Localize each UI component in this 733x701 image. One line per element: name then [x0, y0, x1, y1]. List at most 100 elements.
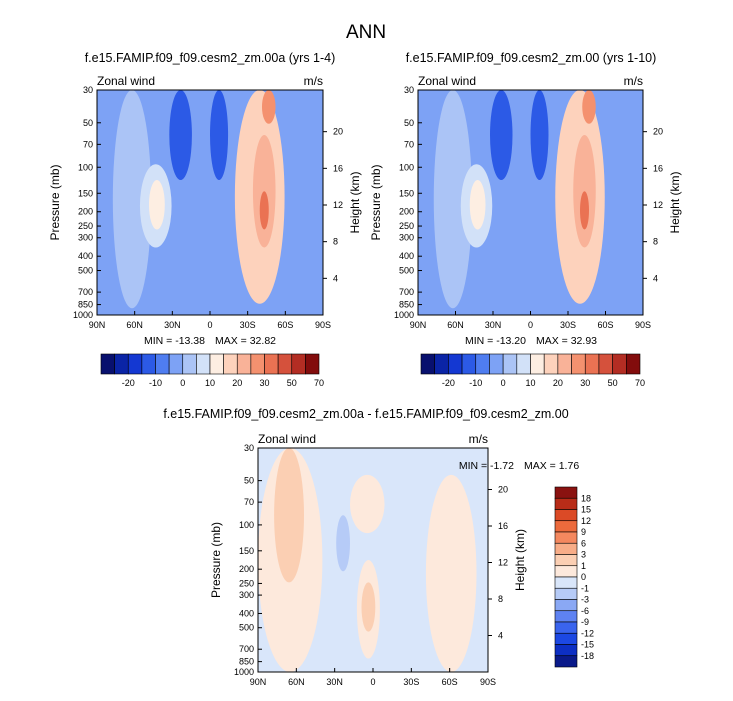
- y-tick-label: 1000: [73, 310, 93, 320]
- colorbar-swatch: [554, 531, 578, 544]
- colorbar-swatch: [530, 353, 545, 375]
- contour-field: [97, 90, 323, 315]
- colorbar-swatch: [584, 353, 600, 375]
- colorbar: -20 -10 0 10 20 30 50 70: [100, 353, 324, 388]
- colorbar-swatch: [571, 353, 586, 375]
- field-region-6: [361, 582, 376, 632]
- colorbar-label: -10: [469, 378, 482, 388]
- x-tick-label: 60N: [447, 320, 464, 330]
- chart-panel-1: f.e15.FAMIP.f09_f09.cesm2_zm.00a (yrs 1-…: [48, 51, 362, 388]
- colorbar-label: 20: [232, 378, 242, 388]
- colorbar-label: 20: [553, 378, 563, 388]
- y-tick-label: 300: [239, 590, 254, 600]
- y-tick-label: 700: [78, 287, 93, 297]
- field-region-6: [469, 180, 486, 230]
- colorbar-label: 18: [581, 493, 591, 503]
- colorbar-label: 30: [580, 378, 590, 388]
- x-tick-label: 0: [370, 677, 375, 687]
- y2-tick-label: 12: [333, 200, 343, 210]
- y-tick-label: 30: [244, 443, 254, 453]
- x-tick-label: 30S: [403, 677, 419, 687]
- y2-tick-label: 4: [333, 273, 338, 283]
- colorbar-swatch: [554, 542, 578, 555]
- main-title: ANN: [346, 22, 386, 43]
- x-tick-label: 30S: [240, 320, 256, 330]
- y-tick-label: 300: [78, 233, 93, 243]
- colorbar-label: 6: [581, 538, 586, 548]
- y-tick-label: 250: [78, 221, 93, 231]
- y-tick-label: 100: [239, 520, 254, 530]
- y-tick-label: 50: [244, 476, 254, 486]
- colorbar-label: -15: [581, 640, 594, 650]
- unit-label: m/s: [304, 74, 323, 88]
- field-region-10: [259, 191, 269, 230]
- y-tick-label: 50: [404, 118, 414, 128]
- x-tick-label: 60N: [126, 320, 143, 330]
- y-tick-label: 850: [239, 657, 254, 667]
- max-value: MAX = 32.82: [215, 335, 276, 347]
- chart-panel-3: f.e15.FAMIP.f09_f09.cesm2_zm.00a - f.e15…: [163, 407, 594, 687]
- x-tick-label: 60S: [597, 320, 613, 330]
- colorbar-swatch: [475, 353, 490, 375]
- max-value: MAX = 32.93: [536, 335, 597, 347]
- x-tick-label: 90N: [89, 320, 106, 330]
- field-region-2: [433, 90, 472, 309]
- y-axis-label: Pressure (mb): [369, 164, 383, 240]
- colorbar-swatch: [489, 353, 504, 375]
- field-region-9: [582, 90, 596, 124]
- colorbar-swatch: [434, 353, 449, 375]
- y-tick-label: 150: [239, 546, 254, 556]
- x-tick-label: 90N: [410, 320, 427, 330]
- colorbar-swatch: [141, 353, 156, 375]
- colorbar-label: 0: [501, 378, 506, 388]
- colorbar-swatch: [461, 353, 477, 375]
- colorbar-swatch: [127, 353, 143, 375]
- chart-panel-2: f.e15.FAMIP.f09_f09.cesm2_zm.00 (yrs 1-1…: [369, 51, 682, 388]
- y-axis-label: Pressure (mb): [209, 522, 223, 598]
- y-tick-label: 200: [239, 564, 254, 574]
- y-tick-label: 70: [404, 139, 414, 149]
- x-tick-label: 90S: [480, 677, 496, 687]
- colorbar-swatch: [554, 610, 578, 623]
- colorbar-swatch: [420, 353, 435, 375]
- colorbar-swatch: [554, 599, 578, 612]
- colorbar-swatch: [554, 644, 578, 657]
- y-tick-label: 100: [399, 162, 414, 172]
- field-region-9: [336, 515, 350, 572]
- y2-tick-label: 8: [333, 237, 338, 247]
- colorbar-swatch: [516, 353, 531, 375]
- x-tick-label: 60N: [288, 677, 305, 687]
- colorbar-swatch: [305, 353, 320, 375]
- y-tick-label: 400: [78, 251, 93, 261]
- colorbar-swatch: [554, 587, 578, 600]
- colorbar: -20 -10 0 10 20 30 50 70: [420, 353, 645, 388]
- x-tick-label: 0: [207, 320, 212, 330]
- field-region-4: [530, 90, 549, 180]
- colorbar-label: -9: [581, 617, 589, 627]
- colorbar-swatch: [182, 353, 197, 375]
- y-tick-label: 1000: [394, 310, 414, 320]
- y-tick-label: 150: [78, 188, 93, 198]
- y-axis-label: Pressure (mb): [48, 164, 62, 240]
- colorbar-label: 70: [635, 378, 645, 388]
- y-tick-label: 70: [83, 139, 93, 149]
- unit-label: m/s: [624, 74, 643, 88]
- x-tick-label: 30S: [560, 320, 576, 330]
- y-tick-label: 30: [83, 85, 93, 95]
- y-tick-label: 70: [244, 497, 254, 507]
- y-tick-label: 250: [239, 578, 254, 588]
- colorbar-swatch: [291, 353, 306, 375]
- x-tick-label: 30N: [485, 320, 502, 330]
- colorbar-swatch: [554, 565, 578, 578]
- y-tick-label: 500: [239, 623, 254, 633]
- unit-label: m/s: [469, 432, 488, 446]
- y2-tick-label: 20: [653, 127, 663, 137]
- y-tick-label: 200: [399, 207, 414, 217]
- y2-tick-label: 16: [653, 163, 663, 173]
- y2-tick-label: 4: [498, 630, 503, 640]
- colorbar-swatch: [598, 353, 613, 375]
- colorbar-label: 3: [581, 550, 586, 560]
- colorbar-label: -10: [149, 378, 162, 388]
- colorbar-label: 50: [287, 378, 297, 388]
